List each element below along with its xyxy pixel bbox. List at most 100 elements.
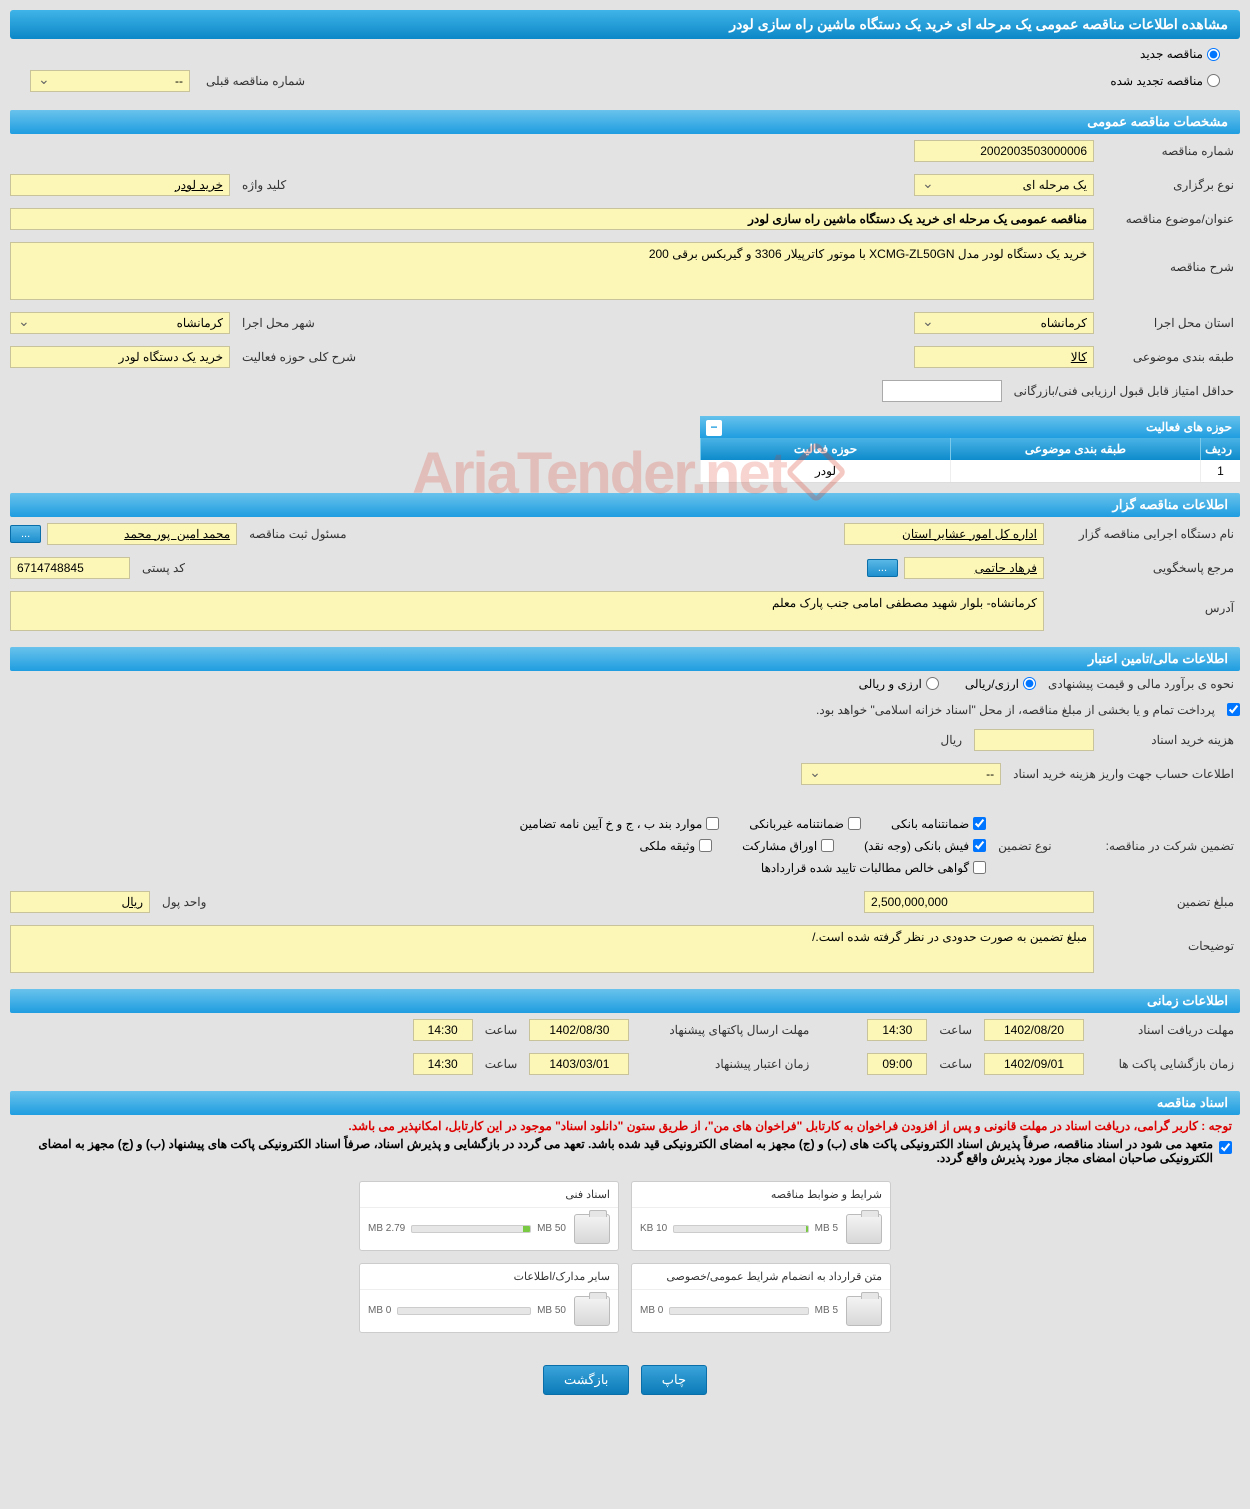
chk-nonbank-guarantee[interactable] <box>848 817 861 830</box>
opening-date[interactable] <box>984 1053 1084 1075</box>
folder-icon <box>574 1296 610 1326</box>
submit-deadline-label: مهلت ارسال پاکتهای پیشنهاد <box>635 1023 815 1037</box>
amount-input[interactable] <box>864 891 1094 913</box>
activity-desc-input[interactable] <box>10 346 230 368</box>
type-select[interactable]: یک مرحله ای <box>914 174 1094 196</box>
postal-input[interactable] <box>10 557 130 579</box>
folder-icon <box>846 1296 882 1326</box>
activity-desc-label: شرح کلی حوزه فعالیت <box>236 350 362 364</box>
radio-new-label: مناقصه جدید <box>1140 47 1203 61</box>
currency-label: واحد پول <box>156 895 212 909</box>
treasury-checkbox[interactable] <box>1227 703 1240 716</box>
amount-label: مبلغ تضمین <box>1100 895 1240 909</box>
doc-card-title: متن قرارداد به انضمام شرایط عمومی/خصوصی <box>632 1264 890 1290</box>
officer-more-button[interactable]: ... <box>10 525 41 543</box>
address-label: آدرس <box>1050 591 1240 615</box>
prev-number-label: شماره مناقصه قبلی <box>200 74 311 88</box>
doc-cost-unit: ریال <box>934 733 968 747</box>
province-select[interactable]: کرمانشاه <box>914 312 1094 334</box>
chk-items-b[interactable] <box>706 817 719 830</box>
section-documents: اسناد مناقصه <box>10 1091 1240 1115</box>
section-timing: اطلاعات زمانی <box>10 989 1240 1013</box>
receive-deadline-date[interactable] <box>984 1019 1084 1041</box>
doc-cost-label: هزینه خرید اسناد <box>1100 733 1240 747</box>
title-label: عنوان/موضوع مناقصه <box>1100 212 1240 226</box>
doc-card[interactable]: متن قرارداد به انضمام شرایط عمومی/خصوصی5… <box>631 1263 891 1333</box>
min-score-input[interactable] <box>882 380 1002 402</box>
time-label-4: ساعت <box>479 1057 524 1071</box>
officer-input[interactable] <box>47 523 237 545</box>
section-general: مشخصات مناقصه عمومی <box>10 110 1240 134</box>
opening-label: زمان بازگشایی پاکت ها <box>1090 1057 1240 1071</box>
col-act: حوزه فعالیت <box>700 438 950 460</box>
estimate-label: نحوه ی برآورد مالی و قیمت پیشنهادی <box>1042 677 1240 691</box>
radio-renewed-tender[interactable] <box>1207 74 1220 87</box>
province-label: استان محل اجرا <box>1100 316 1240 330</box>
postal-label: کد پستی <box>136 561 191 575</box>
time-label-2: ساعت <box>479 1023 524 1037</box>
progress-bar <box>673 1225 808 1233</box>
submit-deadline-time[interactable] <box>413 1019 473 1041</box>
validity-label: زمان اعتبار پیشنهاد <box>635 1057 815 1071</box>
activity-table: حوزه های فعالیت − ردیف طبقه بندی موضوعی … <box>700 416 1240 483</box>
doc-card[interactable]: شرایط و ضوابط مناقصه5 MB10 KB <box>631 1181 891 1251</box>
progress-bar <box>411 1225 531 1233</box>
radio-rial[interactable] <box>1023 677 1036 690</box>
back-button[interactable]: بازگشت <box>543 1365 629 1395</box>
docs-note-red: توجه : کاربر گرامی، دریافت اسناد در مهلت… <box>10 1115 1240 1137</box>
guarantee-section-label: تضمین شرکت در مناقصه: <box>1100 839 1240 853</box>
desc-textarea[interactable]: خرید یک دستگاه لودر مدل XCMG-ZL50GN با م… <box>10 242 1094 300</box>
account-select[interactable]: -- <box>801 763 1001 785</box>
validity-time[interactable] <box>413 1053 473 1075</box>
print-button[interactable]: چاپ <box>641 1365 707 1395</box>
submit-deadline-date[interactable] <box>529 1019 629 1041</box>
time-label-3: ساعت <box>933 1057 978 1071</box>
collapse-icon[interactable]: − <box>706 420 722 436</box>
receive-deadline-label: مهلت دریافت اسناد <box>1090 1023 1240 1037</box>
address-textarea[interactable]: کرمانشاه- بلوار شهید مصطفی امامی جنب پار… <box>10 591 1044 631</box>
tender-no-input[interactable] <box>914 140 1094 162</box>
org-label: نام دستگاه اجرایی مناقصه گزار <box>1050 527 1240 541</box>
city-label: شهر محل اجرا <box>236 316 321 330</box>
col-cat: طبقه بندی موضوعی <box>950 438 1200 460</box>
title-input[interactable] <box>10 208 1094 230</box>
chk-participation-bonds[interactable] <box>821 839 834 852</box>
contact-label: مرجع پاسخگویی <box>1050 561 1240 575</box>
receive-deadline-time[interactable] <box>867 1019 927 1041</box>
doc-card[interactable]: اسناد فنی50 MB2.79 MB <box>359 1181 619 1251</box>
radio-fx[interactable] <box>926 677 939 690</box>
min-score-label: حداقل امتیاز قابل قبول ارزیابی فنی/بازرگ… <box>1008 384 1240 398</box>
doc-limit: 50 MB <box>537 1305 566 1316</box>
prev-number-select[interactable]: -- <box>30 70 190 92</box>
chk-property-deposit[interactable] <box>699 839 712 852</box>
notes-textarea[interactable]: مبلغ تضمین به صورت حدودی در نظر گرفته شد… <box>10 925 1094 973</box>
city-select[interactable]: کرمانشاه <box>10 312 230 334</box>
notes-label: توضیحات <box>1100 925 1240 953</box>
radio-new-tender[interactable] <box>1207 48 1220 61</box>
doc-card[interactable]: سایر مدارک/اطلاعات50 MB0 MB <box>359 1263 619 1333</box>
docs-note-black: متعهد می شود در اسناد مناقصه، صرفاً پذیر… <box>18 1137 1213 1165</box>
chk-bank-guarantee[interactable] <box>973 817 986 830</box>
keyword-input[interactable] <box>10 174 230 196</box>
officer-label: مسئول ثبت مناقصه <box>243 527 352 541</box>
time-label-1: ساعت <box>933 1023 978 1037</box>
validity-date[interactable] <box>529 1053 629 1075</box>
category-input[interactable] <box>914 346 1094 368</box>
account-label: اطلاعات حساب جهت واریز هزینه خرید اسناد <box>1007 767 1240 781</box>
folder-icon <box>846 1214 882 1244</box>
opening-time[interactable] <box>867 1053 927 1075</box>
chk-contract-receivables[interactable] <box>973 861 986 874</box>
progress-bar <box>669 1307 808 1315</box>
contact-input[interactable] <box>904 557 1044 579</box>
table-row: 1 لودر <box>700 460 1240 483</box>
doc-used: 0 MB <box>640 1305 663 1316</box>
currency-input[interactable] <box>10 891 150 913</box>
chk-bank-receipt[interactable] <box>973 839 986 852</box>
folder-icon <box>574 1214 610 1244</box>
doc-card-title: شرایط و ضوابط مناقصه <box>632 1182 890 1208</box>
doc-cost-input[interactable] <box>974 729 1094 751</box>
commitment-checkbox[interactable] <box>1219 1141 1232 1154</box>
contact-more-button[interactable]: ... <box>867 559 898 577</box>
col-idx: ردیف <box>1200 438 1240 460</box>
org-input[interactable] <box>844 523 1044 545</box>
